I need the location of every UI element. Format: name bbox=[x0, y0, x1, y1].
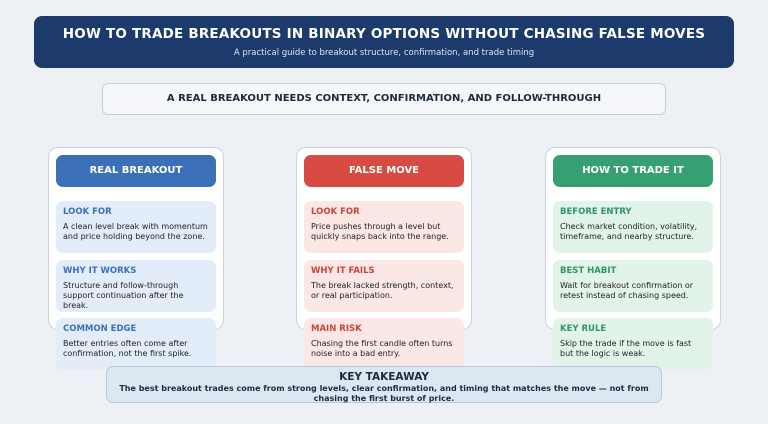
title: HOW TO TRADE BREAKOUTS IN BINARY OPTIONS… bbox=[62, 26, 706, 42]
section-text: Structure and follow-through support con… bbox=[63, 281, 184, 310]
section-label: WHY IT FAILS bbox=[311, 266, 375, 276]
takeaway-title: KEY TAKEAWAY bbox=[339, 371, 429, 383]
section-text: Check market condition, volatility, time… bbox=[560, 222, 698, 241]
column-title: REAL BREAKOUT bbox=[56, 155, 216, 187]
section-text: Chasing the first candle often turns noi… bbox=[311, 339, 453, 358]
column-section: KEY RULE Skip the trade if the move is fa… bbox=[553, 318, 713, 370]
column-section: BEST HABIT Wait for breakout confirmation… bbox=[553, 260, 713, 312]
column-section: WHY IT FAILS The break lacked strength, c… bbox=[304, 260, 464, 312]
column-section: BEFORE ENTRY Check market condition, vola… bbox=[553, 201, 713, 253]
section-label: LOOK FOR bbox=[63, 207, 112, 217]
section-text: Better entries often come after confirma… bbox=[63, 339, 192, 358]
header: HOW TO TRADE BREAKOUTS IN BINARY OPTIONS… bbox=[34, 16, 734, 68]
section-label: LOOK FOR bbox=[311, 207, 360, 217]
section-text: The break lacked strength, context, or r… bbox=[311, 281, 454, 300]
column-section: WHY IT WORKS Structure and follow-through… bbox=[56, 260, 216, 312]
takeaway: KEY TAKEAWAY The best breakout trades co… bbox=[106, 366, 662, 403]
column-section: MAIN RISK Chasing the first candle often … bbox=[304, 318, 464, 370]
section-label: WHY IT WORKS bbox=[63, 266, 137, 276]
column-title: HOW TO TRADE IT bbox=[553, 155, 713, 187]
section-label: MAIN RISK bbox=[311, 324, 362, 334]
section-text: Wait for breakout confirmation or retest… bbox=[560, 281, 694, 300]
takeaway-text: The best breakout trades come from stron… bbox=[119, 384, 649, 403]
section-label: BEFORE ENTRY bbox=[560, 207, 632, 217]
section-text: Price pushes through a level but quickly… bbox=[311, 222, 449, 241]
column-title: FALSE MOVE bbox=[304, 155, 464, 187]
banner: A REAL BREAKOUT NEEDS CONTEXT, CONFIRMAT… bbox=[102, 83, 666, 115]
column-section: COMMON EDGE Better entries often come aft… bbox=[56, 318, 216, 370]
subtitle: A practical guide to breakout structure,… bbox=[233, 48, 535, 58]
section-text: Skip the trade if the move is fast but t… bbox=[560, 339, 692, 358]
section-label: COMMON EDGE bbox=[63, 324, 137, 334]
section-label: KEY RULE bbox=[560, 324, 607, 334]
section-label: BEST HABIT bbox=[560, 266, 617, 276]
column-section: LOOK FOR A clean level break with momentu… bbox=[56, 201, 216, 253]
section-text: A clean level break with momentum and pr… bbox=[63, 222, 208, 241]
column-section: LOOK FOR Price pushes through a level but… bbox=[304, 201, 464, 253]
